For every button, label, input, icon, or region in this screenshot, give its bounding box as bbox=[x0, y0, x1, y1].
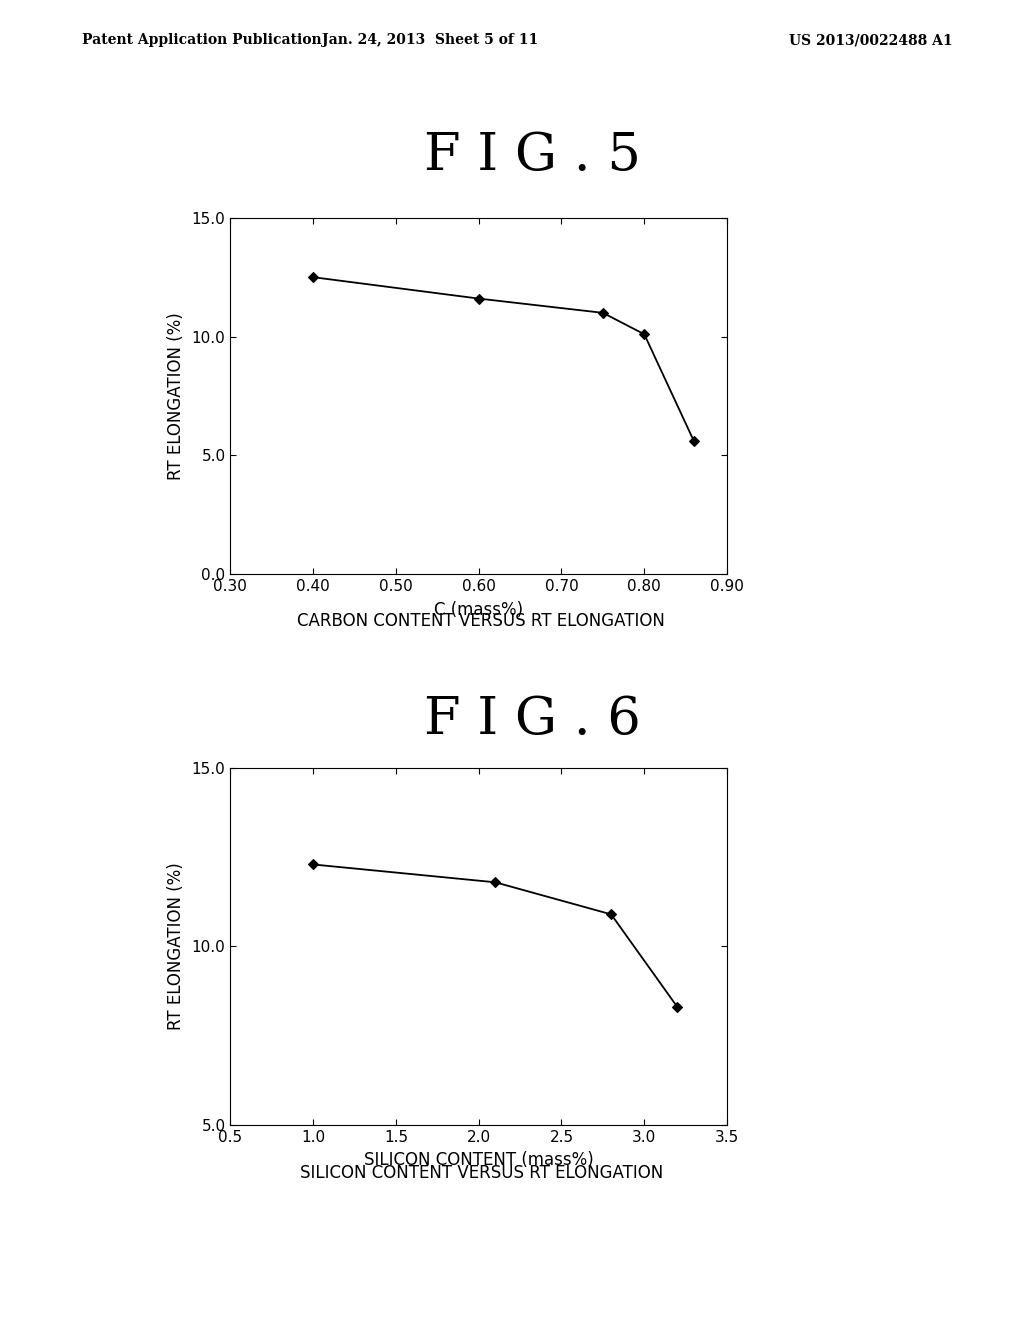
Text: Patent Application Publication: Patent Application Publication bbox=[82, 33, 322, 48]
Y-axis label: RT ELONGATION (%): RT ELONGATION (%) bbox=[167, 862, 185, 1031]
X-axis label: C (mass%): C (mass%) bbox=[434, 601, 523, 619]
Text: Jan. 24, 2013  Sheet 5 of 11: Jan. 24, 2013 Sheet 5 of 11 bbox=[322, 33, 539, 48]
Text: US 2013/0022488 A1: US 2013/0022488 A1 bbox=[788, 33, 952, 48]
Text: F I G . 5: F I G . 5 bbox=[424, 131, 641, 181]
Text: F I G . 6: F I G . 6 bbox=[424, 694, 641, 744]
Y-axis label: RT ELONGATION (%): RT ELONGATION (%) bbox=[167, 312, 185, 480]
Text: CARBON CONTENT VERSUS RT ELONGATION: CARBON CONTENT VERSUS RT ELONGATION bbox=[297, 612, 666, 631]
X-axis label: SILICON CONTENT (mass%): SILICON CONTENT (mass%) bbox=[364, 1151, 594, 1170]
Text: SILICON CONTENT VERSUS RT ELONGATION: SILICON CONTENT VERSUS RT ELONGATION bbox=[300, 1164, 663, 1183]
